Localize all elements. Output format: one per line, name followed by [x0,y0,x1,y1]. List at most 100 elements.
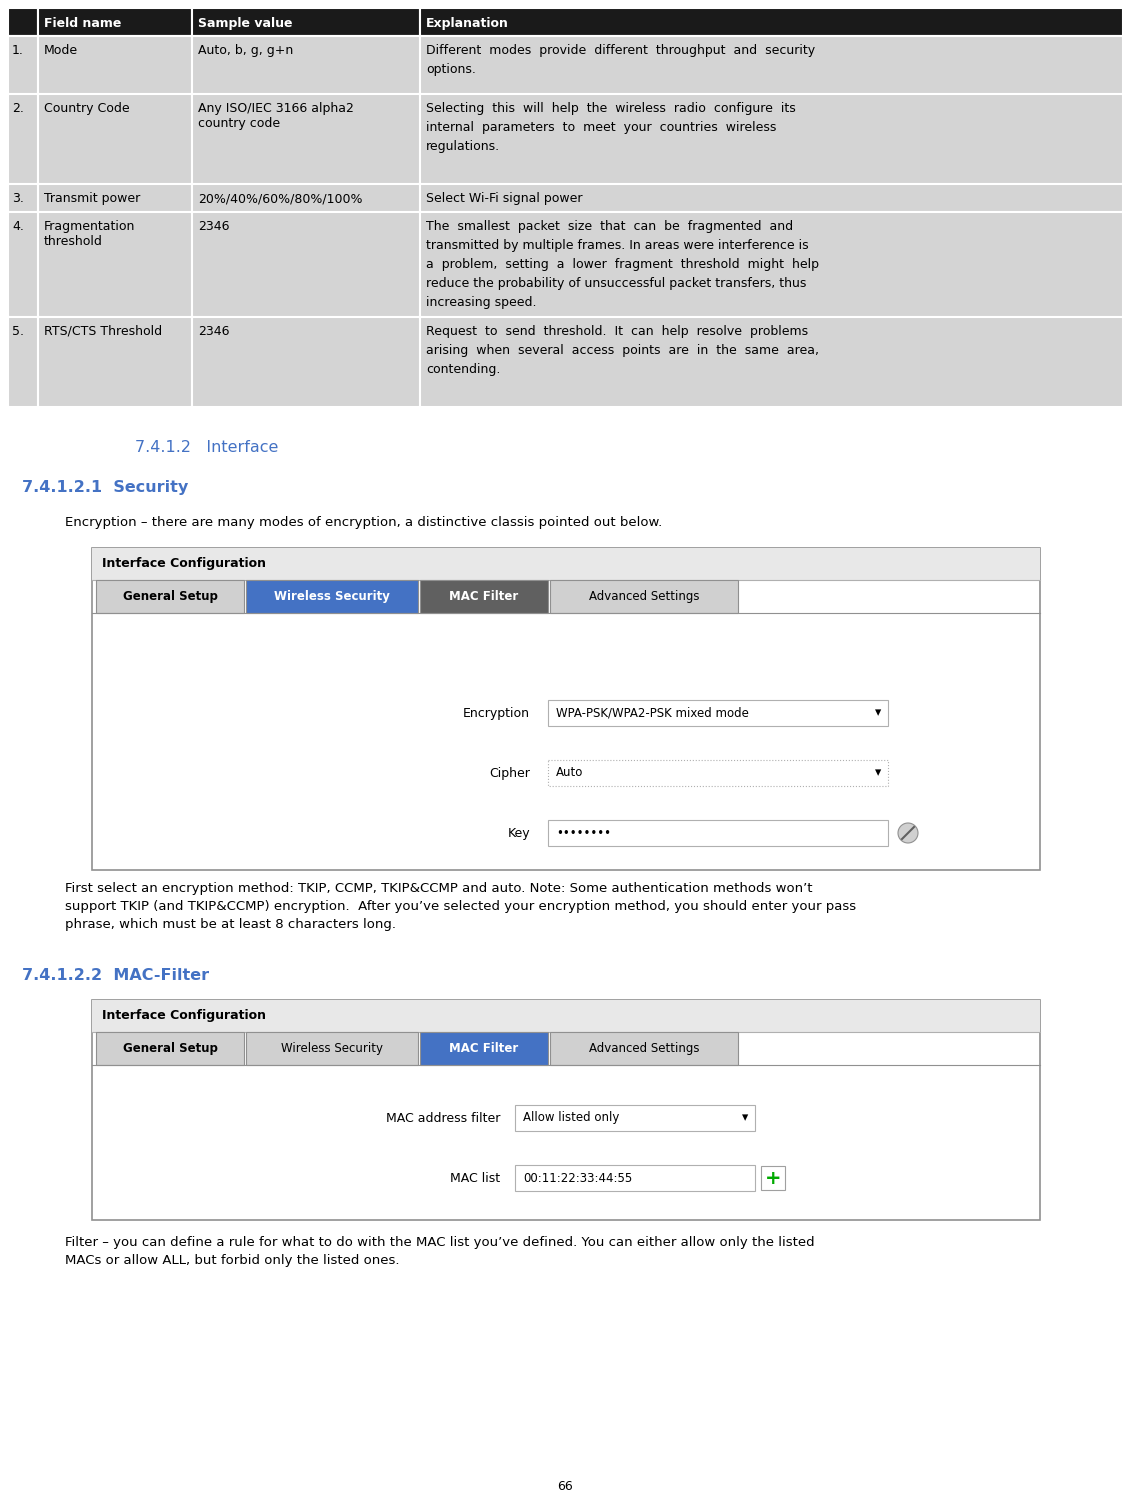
Text: 2346: 2346 [198,324,230,338]
Bar [38,94,192,184]
Bar [549,819,888,847]
Text: The  smallest  packet  size  that  can  be  fragmented  and
transmitted by multi: The smallest packet size that can be fra… [426,220,819,309]
Text: Transmit power: Transmit power [44,192,140,205]
Text: Filter – you can define a rule for what to do with the MAC list you’ve defined. : Filter – you can define a rule for what … [64,1236,814,1249]
Text: Wireless Security: Wireless Security [280,1043,383,1055]
Bar [192,211,420,317]
Bar [8,8,38,36]
Text: Auto: Auto [556,767,584,780]
Text: ••••••••: •••••••• [556,827,611,839]
Text: MAC Filter: MAC Filter [449,1043,519,1055]
Bar [247,1032,418,1065]
Text: Auto, b, g, g+n: Auto, b, g, g+n [198,44,293,57]
Text: First select an encryption method: TKIP, CCMP, TKIP&CCMP and auto. Note: Some au: First select an encryption method: TKIP,… [64,881,812,895]
Bar [550,1032,739,1065]
Text: Country Code: Country Code [44,103,130,115]
Text: Cipher: Cipher [489,767,530,780]
Bar [420,184,1123,211]
Text: Different  modes  provide  different  throughput  and  security
options.: Different modes provide different throug… [426,44,815,75]
Text: Mode: Mode [44,44,78,57]
Text: 1.: 1. [12,44,24,57]
Text: General Setup: General Setup [122,590,217,604]
Bar [550,579,739,613]
Bar [420,8,1123,36]
Bar [8,94,38,184]
Text: 7.4.1.2   Interface: 7.4.1.2 Interface [135,441,278,456]
Text: 7.4.1.2.2  MAC-Filter: 7.4.1.2.2 MAC-Filter [21,967,209,982]
Text: Select Wi-Fi signal power: Select Wi-Fi signal power [426,192,582,205]
Text: RTS/CTS Threshold: RTS/CTS Threshold [44,324,162,338]
Text: MAC address filter: MAC address filter [386,1112,500,1124]
Text: Sample value: Sample value [198,17,293,30]
Text: phrase, which must be at least 8 characters long.: phrase, which must be at least 8 charact… [64,917,396,931]
Text: Request  to  send  threshold.  It  can  help  resolve  problems
arising  when  s: Request to send threshold. It can help r… [426,324,819,376]
Text: MAC Filter: MAC Filter [449,590,519,604]
Bar [8,317,38,407]
Text: 7.4.1.2.1  Security: 7.4.1.2.1 Security [21,480,188,495]
Bar [515,1165,756,1191]
Text: Encryption: Encryption [463,706,530,720]
Text: Explanation: Explanation [426,17,509,30]
Text: Key: Key [508,827,530,839]
Bar [247,579,418,613]
Text: Wireless Security: Wireless Security [274,590,390,604]
Text: 66: 66 [558,1480,573,1492]
Bar [38,317,192,407]
Bar [192,8,420,36]
Text: +: + [765,1168,782,1188]
Bar [192,94,420,184]
Bar [8,211,38,317]
Bar [192,36,420,94]
Bar [420,1032,549,1065]
Bar [38,8,192,36]
Text: ▾: ▾ [875,706,881,720]
Text: Allow listed only: Allow listed only [523,1112,620,1124]
Text: Fragmentation
threshold: Fragmentation threshold [44,220,136,247]
Text: 3.: 3. [12,192,24,205]
Bar [192,317,420,407]
Text: MACs or allow ALL, but forbid only the listed ones.: MACs or allow ALL, but forbid only the l… [64,1254,399,1268]
Bar [38,184,192,211]
Bar [549,700,888,726]
Bar [92,1000,1041,1219]
Bar [96,579,244,613]
Bar [92,548,1041,871]
Bar [420,211,1123,317]
Bar [96,1032,244,1065]
Text: 00:11:22:33:44:55: 00:11:22:33:44:55 [523,1171,632,1185]
Bar [420,317,1123,407]
Text: Selecting  this  will  help  the  wireless  radio  configure  its
internal  para: Selecting this will help the wireless ra… [426,103,796,152]
Bar [761,1166,785,1191]
Text: 4.: 4. [12,220,24,232]
Text: Encryption – there are many modes of encryption, a distinctive classis pointed o: Encryption – there are many modes of enc… [64,516,663,530]
Bar [38,211,192,317]
Text: 2346: 2346 [198,220,230,232]
Bar [38,36,192,94]
Text: 2.: 2. [12,103,24,115]
Bar [515,1105,756,1132]
Bar [192,184,420,211]
Text: ▾: ▾ [875,767,881,780]
Bar [8,184,38,211]
Bar [92,548,1041,579]
Text: Advanced Settings: Advanced Settings [589,1043,699,1055]
Text: MAC list: MAC list [450,1171,500,1185]
Text: support TKIP (and TKIP&CCMP) encryption.  After you’ve selected your encryption : support TKIP (and TKIP&CCMP) encryption.… [64,899,856,913]
Text: Interface Configuration: Interface Configuration [102,557,266,570]
Circle shape [898,822,918,844]
Text: Advanced Settings: Advanced Settings [589,590,699,604]
Text: Field name: Field name [44,17,121,30]
Bar [8,36,38,94]
Text: 5.: 5. [12,324,24,338]
Bar [420,94,1123,184]
Bar [549,761,888,786]
Bar [420,36,1123,94]
Text: Any ISO/IEC 3166 alpha2
country code: Any ISO/IEC 3166 alpha2 country code [198,103,354,130]
Bar [92,1000,1041,1032]
Text: 20%/40%/60%/80%/100%: 20%/40%/60%/80%/100% [198,192,363,205]
Text: WPA-PSK/WPA2-PSK mixed mode: WPA-PSK/WPA2-PSK mixed mode [556,706,749,720]
Text: General Setup: General Setup [122,1043,217,1055]
Text: ▾: ▾ [742,1112,748,1124]
Text: Interface Configuration: Interface Configuration [102,1010,266,1023]
Bar [420,579,549,613]
